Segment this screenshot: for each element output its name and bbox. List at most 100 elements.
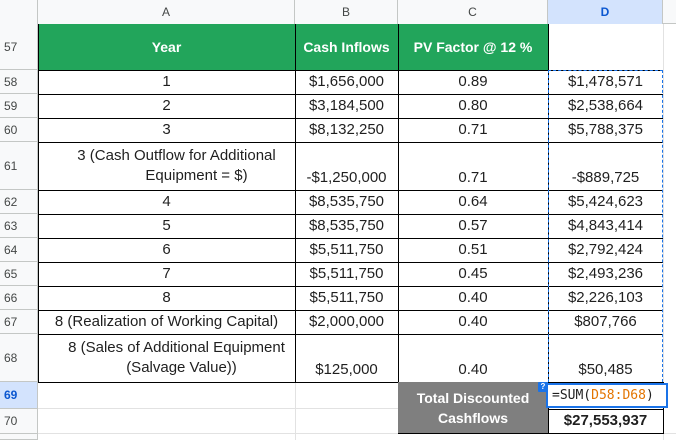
row-header-66[interactable]: 66: [0, 286, 38, 310]
row-header-70[interactable]: 70: [0, 409, 38, 434]
cell-discounted[interactable]: $50,485: [578, 361, 633, 378]
grid-line: [295, 382, 296, 440]
cell-discounted[interactable]: $2,493,236: [567, 265, 644, 282]
cell-year[interactable]: 3 (Cash Outflow for Additional Equipment…: [38, 142, 295, 190]
total-discounted-label[interactable]: Total Discounted Cashflows: [398, 384, 548, 432]
grid-line: [38, 433, 676, 434]
table-header-fill: [38, 24, 548, 70]
row-header-57[interactable]: 57: [0, 24, 38, 70]
table-border: [548, 118, 663, 119]
row-header-58[interactable]: 58: [0, 70, 38, 94]
cell-discounted[interactable]: -$889,725: [571, 169, 640, 186]
column-header-b[interactable]: B: [295, 0, 398, 24]
formula-help-icon[interactable]: ?: [538, 382, 548, 392]
column-header-d[interactable]: D: [548, 0, 663, 24]
row-header-60[interactable]: 60: [0, 118, 38, 142]
cell-discounted[interactable]: $2,792,424: [567, 241, 644, 258]
cell-cash-inflow[interactable]: $2,000,000: [308, 313, 385, 330]
row-header-67[interactable]: 67: [0, 310, 38, 334]
row-header-63[interactable]: 63: [0, 214, 38, 238]
header-discounted-line1: Discounted: [567, 29, 644, 45]
table-border: [38, 310, 548, 311]
cell-year[interactable]: 6: [162, 241, 171, 258]
cell-pv-factor[interactable]: 0.40: [458, 313, 488, 330]
cell-cash-inflow[interactable]: $5,511,750: [309, 265, 384, 282]
column-header-a[interactable]: A: [38, 0, 295, 24]
row-header-62[interactable]: 62: [0, 190, 38, 214]
cell-pv-factor[interactable]: 0.57: [458, 217, 488, 234]
cell-year[interactable]: 2: [162, 97, 171, 114]
cell-pv-factor[interactable]: 0.45: [458, 265, 488, 282]
select-all-corner[interactable]: [0, 0, 38, 24]
cell-cash-inflow[interactable]: $5,511,750: [309, 241, 384, 258]
cell-pv-factor[interactable]: 0.40: [458, 361, 488, 378]
header-year[interactable]: Year: [151, 39, 182, 55]
table-border: [38, 142, 548, 143]
total-label-line2: Cashflows: [437, 410, 508, 426]
cell-pv-factor[interactable]: 0.89: [458, 73, 488, 90]
cell-discounted[interactable]: $1,478,571: [567, 73, 644, 90]
cell-year[interactable]: 7: [162, 265, 171, 282]
table-border: [38, 286, 548, 287]
cell-pv-factor[interactable]: 0.51: [458, 241, 488, 258]
cell-discounted[interactable]: $2,226,103: [567, 289, 644, 306]
cell-cash-inflow[interactable]: $8,132,250: [308, 121, 385, 138]
cell-cash-inflow[interactable]: $1,656,000: [308, 73, 385, 90]
cell-discounted[interactable]: $2,538,664: [567, 97, 644, 114]
row-header-69[interactable]: 69: [0, 382, 38, 409]
cell-pv-factor[interactable]: 0.71: [458, 169, 488, 186]
formula-prefix: =SUM(: [552, 388, 592, 403]
cell-year[interactable]: 8 (Realization of Working Capital): [54, 313, 279, 330]
cell-discounted[interactable]: $807,766: [574, 313, 637, 330]
table-border: [663, 382, 664, 434]
table-border: [38, 238, 548, 239]
table-border: [548, 190, 663, 191]
cell-year[interactable]: 8 (Sales of Additional Equipment (Salvag…: [38, 334, 295, 382]
table-border: [38, 262, 548, 263]
header-discounted-cash-flows[interactable]: Discounted Cash Flows: [548, 24, 663, 70]
header-cash-inflows[interactable]: Cash Inflows: [303, 39, 390, 55]
cell-year[interactable]: 8: [162, 289, 171, 306]
cell-cash-inflow[interactable]: $3,184,500: [308, 97, 385, 114]
cell-cash-inflow[interactable]: -$1,250,000: [306, 169, 387, 186]
table-border: [295, 24, 296, 382]
cell-cash-inflow[interactable]: $5,511,750: [309, 289, 384, 306]
cell-pv-factor[interactable]: 0.40: [458, 289, 488, 306]
column-header-c[interactable]: C: [398, 0, 548, 24]
row-header-61[interactable]: 61: [0, 142, 38, 190]
row-header-59[interactable]: 59: [0, 94, 38, 118]
cell-year[interactable]: 1: [162, 73, 171, 90]
header-pv-factor[interactable]: PV Factor @ 12 %: [413, 39, 533, 55]
formula-range-reference: D58:D68: [591, 388, 646, 403]
total-label-fill: [398, 382, 548, 434]
table-border: [548, 286, 663, 287]
table-border: [38, 70, 548, 71]
table-border: [398, 433, 663, 434]
row-header-65[interactable]: 65: [0, 262, 38, 286]
cell-year-line1: 8 (Sales of Additional Equipment: [68, 339, 285, 356]
cell-cash-inflow[interactable]: $125,000: [315, 361, 378, 378]
cell-year[interactable]: 4: [162, 193, 171, 210]
table-border: [38, 334, 548, 335]
table-border: [548, 214, 663, 215]
cell-cash-inflow[interactable]: $8,535,750: [308, 193, 385, 210]
cell-pv-factor[interactable]: 0.71: [458, 121, 488, 138]
formula-suffix: ): [645, 388, 654, 403]
cell-discounted[interactable]: $5,424,623: [567, 193, 644, 210]
total-value-cell[interactable]: $27,553,937: [563, 412, 648, 429]
cell-pv-factor[interactable]: 0.80: [458, 97, 488, 114]
cell-formula-editor[interactable]: =SUM(D58:D68): [546, 383, 668, 408]
cell-year[interactable]: 3: [162, 121, 171, 138]
cell-cash-inflow[interactable]: $8,535,750: [308, 217, 385, 234]
table-border: [38, 24, 39, 382]
table-border: [38, 190, 548, 191]
row-header-68[interactable]: 68: [0, 334, 38, 382]
row-header-71[interactable]: [0, 434, 38, 440]
cell-discounted[interactable]: $5,788,375: [567, 121, 644, 138]
grid-line: [38, 408, 398, 409]
row-header-64[interactable]: 64: [0, 238, 38, 262]
cell-discounted[interactable]: $4,843,414: [567, 217, 644, 234]
cell-year[interactable]: 5: [162, 217, 171, 234]
cell-pv-factor[interactable]: 0.64: [458, 193, 488, 210]
